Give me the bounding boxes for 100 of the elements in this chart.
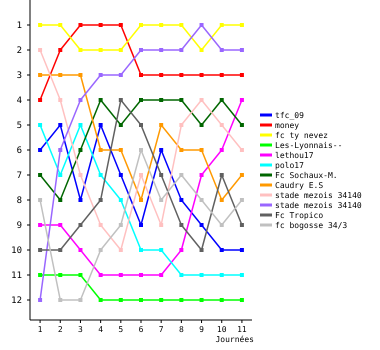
legend-label: Fc Tropico (275, 211, 324, 220)
point (78, 173, 82, 177)
point (58, 198, 62, 202)
point (78, 198, 82, 202)
point (139, 48, 143, 52)
point (179, 48, 184, 52)
point (159, 198, 164, 202)
point (240, 223, 244, 227)
point (139, 223, 143, 227)
x-tick-label: 6 (138, 325, 144, 334)
x-tick-label: 1 (38, 325, 43, 334)
legend-label: money (275, 121, 300, 130)
point (139, 173, 143, 177)
point (118, 248, 123, 252)
y-tick-label: 2 (16, 46, 22, 56)
point (200, 223, 204, 227)
x-axis-title: Journées (215, 335, 254, 344)
point (38, 98, 42, 102)
point (98, 298, 103, 302)
y-tick-label: 10 (11, 246, 22, 256)
point (139, 298, 143, 302)
point (38, 173, 42, 177)
point (200, 198, 204, 202)
point (240, 123, 244, 127)
point (159, 98, 164, 102)
point (200, 273, 204, 277)
legend-label: Les-Lyonnais-- (275, 141, 342, 150)
x-tick-label: 7 (158, 325, 164, 334)
point (58, 48, 62, 52)
point (118, 173, 123, 177)
point (58, 148, 62, 152)
point (159, 48, 164, 52)
point (98, 98, 103, 102)
point (139, 98, 143, 102)
point (38, 223, 42, 227)
point (58, 73, 62, 77)
point (179, 273, 184, 277)
point (78, 298, 82, 302)
legend-label: tfc_09 (275, 111, 304, 120)
point (98, 73, 103, 77)
point (159, 173, 164, 177)
point (179, 148, 184, 152)
x-tick-label: 9 (199, 325, 204, 334)
legend-label: Fc Sochaux-M. (275, 171, 338, 180)
point (38, 273, 42, 277)
x-tick-label: 10 (216, 325, 227, 334)
point (58, 273, 62, 277)
point (38, 23, 42, 27)
point (38, 298, 42, 302)
point (240, 23, 244, 27)
y-tick-label: 9 (16, 221, 22, 232)
y-tick-label: 6 (16, 146, 22, 156)
x-tick-label: 4 (98, 325, 104, 334)
point (220, 98, 224, 102)
point (240, 48, 244, 52)
point (200, 73, 204, 77)
point (98, 273, 103, 277)
y-tick-label: 8 (16, 196, 22, 206)
point (240, 98, 244, 102)
point (220, 273, 224, 277)
point (58, 98, 62, 102)
point (58, 223, 62, 227)
point (139, 148, 143, 152)
y-tick-label: 5 (16, 121, 22, 132)
point (139, 273, 143, 277)
point (179, 298, 184, 302)
point (139, 73, 143, 77)
point (98, 148, 103, 152)
point (179, 123, 184, 127)
point (78, 248, 82, 252)
x-tick-label: 3 (78, 325, 84, 334)
point (58, 248, 62, 252)
point (38, 48, 42, 52)
point (159, 73, 164, 77)
point (200, 148, 204, 152)
point (118, 123, 123, 127)
point (159, 23, 164, 27)
y-tick-label: 1 (16, 21, 22, 32)
point (220, 73, 224, 77)
point (200, 298, 204, 302)
point (220, 298, 224, 302)
point (220, 223, 224, 227)
point (98, 123, 103, 127)
point (139, 23, 143, 27)
y-tick-label: 7 (16, 171, 22, 182)
point (159, 148, 164, 152)
point (118, 98, 123, 102)
point (159, 123, 164, 127)
point (78, 73, 82, 77)
legend-label: fc ty nevez (275, 131, 328, 140)
legend-label: polo17 (275, 161, 304, 170)
point (240, 248, 244, 252)
point (220, 23, 224, 27)
point (78, 98, 82, 102)
point (200, 248, 204, 252)
legend-label: stade mezois 34140 (275, 201, 362, 210)
point (240, 273, 244, 277)
point (220, 148, 224, 152)
x-tick-label: 11 (237, 325, 247, 334)
point (78, 223, 82, 227)
